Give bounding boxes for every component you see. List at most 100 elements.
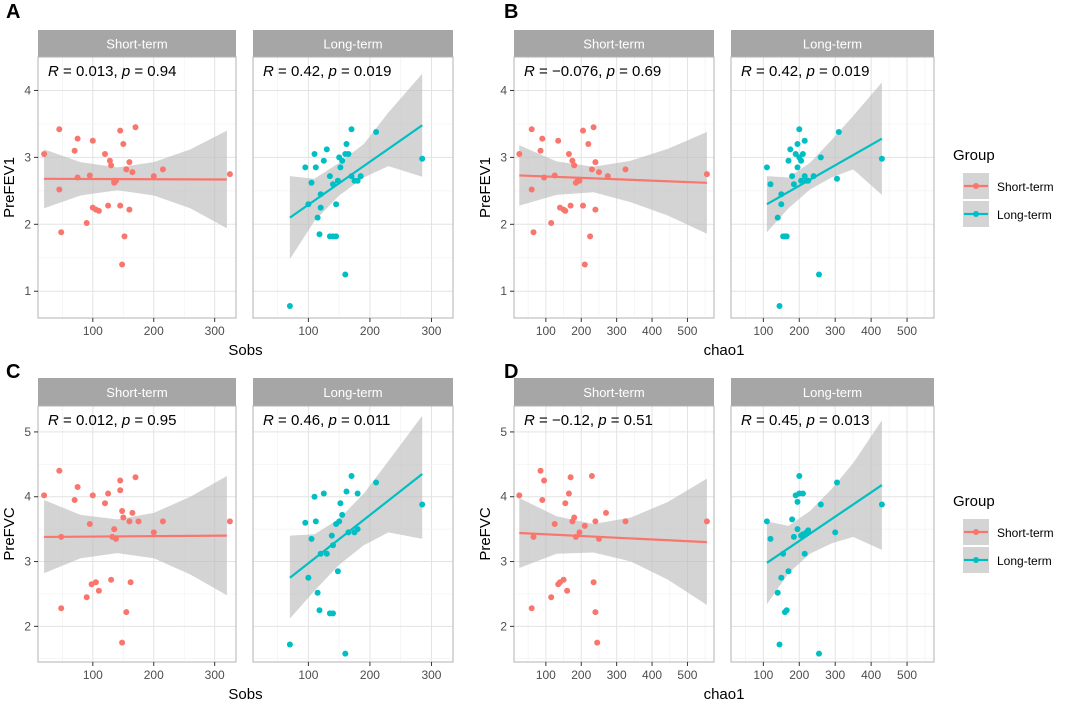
data-point (328, 532, 335, 539)
data-point (111, 526, 118, 533)
data-point (333, 233, 340, 240)
data-point (41, 492, 48, 499)
legend-key-point (973, 211, 979, 217)
data-point (530, 533, 537, 540)
data-point (83, 594, 90, 601)
panel-label: D (504, 361, 518, 383)
facet-strip-label: Long-term (323, 385, 382, 400)
x-tick-label: 100 (536, 324, 556, 338)
legend-key-point (973, 557, 979, 563)
correlation-annotation: R = 0.45, p = 0.013 (741, 412, 869, 429)
data-point (798, 177, 805, 184)
data-point (587, 233, 594, 240)
data-point (314, 589, 321, 596)
data-point (562, 500, 569, 507)
data-point (105, 490, 112, 497)
data-point (528, 126, 535, 133)
data-point (834, 175, 840, 182)
legend-item-short: Short-term (963, 173, 1054, 199)
data-point (102, 151, 108, 157)
data-point (323, 550, 330, 557)
y-tick-label: 4 (500, 490, 507, 504)
data-point (117, 127, 124, 134)
data-point (564, 587, 571, 594)
data-point (565, 490, 572, 497)
data-point (41, 151, 48, 157)
regression-line (44, 177, 227, 181)
data-point (604, 173, 611, 180)
data-point (357, 173, 364, 180)
data-point (159, 518, 166, 525)
x-tick-label: 100 (83, 324, 103, 338)
data-point (555, 137, 562, 144)
data-point (796, 473, 803, 479)
y-tick-label: 3 (500, 150, 507, 164)
data-point (590, 579, 597, 586)
y-tick-label: 3 (500, 555, 507, 569)
x-tick-label: 200 (360, 324, 380, 338)
data-point (95, 207, 102, 214)
legend: Group Short-term Long-term (953, 147, 1054, 227)
data-point (776, 303, 783, 309)
data-point (805, 527, 812, 534)
data-point (817, 501, 824, 508)
data-point (816, 650, 822, 657)
data-point (308, 179, 315, 186)
data-point (790, 533, 797, 540)
data-point (580, 202, 586, 209)
data-point (794, 141, 801, 147)
data-point (342, 650, 349, 657)
data-point (528, 605, 535, 612)
data-point (576, 529, 583, 536)
data-point (132, 124, 139, 131)
data-point (71, 497, 78, 503)
data-point (541, 477, 548, 484)
data-point (767, 181, 774, 188)
data-point (343, 488, 350, 495)
data-point (56, 186, 63, 193)
y-axis-title: PreFVC (477, 507, 494, 561)
data-point (74, 135, 81, 142)
data-point (789, 173, 796, 180)
data-point (58, 229, 65, 236)
data-point (108, 162, 115, 169)
data-point (89, 492, 96, 499)
data-point (580, 127, 586, 134)
data-point (337, 500, 344, 507)
data-point (334, 568, 341, 575)
plot-border (513, 56, 715, 319)
x-tick-label: 100 (83, 668, 103, 682)
data-point (571, 162, 578, 169)
data-point (336, 518, 343, 525)
y-tick-label: 2 (24, 619, 31, 633)
facet-strip-label: Long-term (803, 385, 862, 400)
y-tick-label: 5 (500, 425, 507, 439)
data-point (226, 171, 233, 178)
data-point (373, 129, 380, 135)
data-point (569, 157, 576, 164)
facet-strip (731, 378, 934, 406)
y-tick-label: 5 (24, 425, 31, 439)
plot-border (252, 405, 454, 663)
data-point (56, 467, 63, 474)
data-point (311, 493, 318, 500)
facet-strip (514, 378, 714, 406)
data-point (348, 473, 355, 479)
data-point (345, 151, 352, 157)
y-axis-title: PreFEV1 (1, 157, 18, 218)
plot-area (731, 57, 934, 318)
legend-item-long: Long-term (963, 547, 1052, 573)
regression-line (44, 534, 227, 539)
data-point (123, 166, 130, 173)
data-point (129, 509, 136, 516)
x-tick-label: 300 (825, 324, 845, 338)
data-point (596, 169, 602, 176)
data-point (539, 497, 546, 503)
data-point (537, 147, 544, 154)
data-point (311, 151, 318, 157)
legend-key-point (973, 183, 979, 189)
correlation-annotation: R = 0.012, p = 0.95 (48, 412, 176, 429)
panel-label: B (504, 1, 518, 23)
y-tick-label: 2 (24, 217, 31, 231)
